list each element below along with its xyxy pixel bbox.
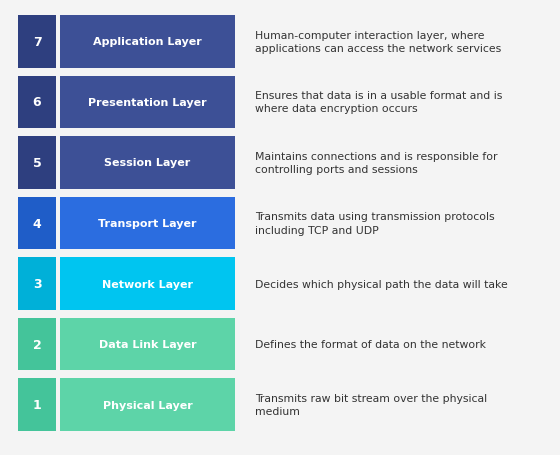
Bar [18,16,56,68]
Text: Network Layer: Network Layer [102,279,193,289]
Bar [18,258,56,310]
Text: 4: 4 [32,217,41,230]
Text: 7: 7 [32,35,41,49]
Bar [60,137,235,189]
Bar [60,16,235,68]
Text: Transmits data using transmission protocols
including TCP and UDP: Transmits data using transmission protoc… [255,212,494,235]
Text: Defines the format of data on the network: Defines the format of data on the networ… [255,339,486,349]
Text: Ensures that data is in a usable format and is
where data encryption occurs: Ensures that data is in a usable format … [255,91,502,114]
Text: Physical Layer: Physical Layer [102,400,193,410]
Bar [18,137,56,189]
Text: Application Layer: Application Layer [93,37,202,47]
Text: Data Link Layer: Data Link Layer [99,339,197,349]
Bar [60,258,235,310]
Text: 3: 3 [32,278,41,290]
Text: Human-computer interaction layer, where
applications can access the network serv: Human-computer interaction layer, where … [255,30,501,54]
Text: Presentation Layer: Presentation Layer [88,98,207,108]
Bar [60,318,235,371]
Text: 1: 1 [32,398,41,411]
Text: Transport Layer: Transport Layer [98,218,197,228]
Bar [18,379,56,431]
Text: Transmits raw bit stream over the physical
medium: Transmits raw bit stream over the physic… [255,393,487,416]
Bar [60,379,235,431]
Text: 6: 6 [32,96,41,109]
Bar [60,76,235,129]
Bar [18,197,56,250]
Bar [18,318,56,371]
Text: 2: 2 [32,338,41,351]
Bar [60,197,235,250]
Text: Session Layer: Session Layer [104,158,190,168]
Bar [18,76,56,129]
Text: Decides which physical path the data will take: Decides which physical path the data wil… [255,279,508,289]
Text: Maintains connections and is responsible for
controlling ports and sessions: Maintains connections and is responsible… [255,152,497,175]
Text: 5: 5 [32,157,41,170]
